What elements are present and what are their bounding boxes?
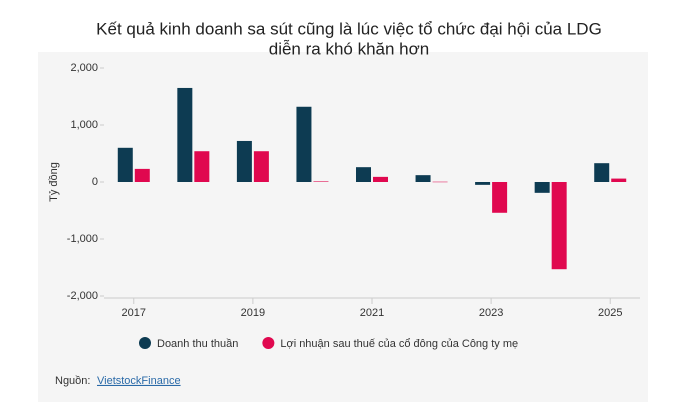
y-tick-label: 1,000 bbox=[70, 119, 98, 131]
legend-marker bbox=[139, 337, 151, 349]
bar bbox=[134, 168, 150, 182]
y-tick-label: 2,000 bbox=[70, 62, 98, 74]
chart-title: Kết quả kinh doanh sa sút cũng là lúc vi… bbox=[96, 19, 602, 38]
bar bbox=[356, 167, 371, 182]
y-axis-label: Tỷ đồng bbox=[48, 162, 60, 202]
bar bbox=[551, 182, 567, 270]
x-tick-label: 2019 bbox=[241, 307, 265, 319]
bar bbox=[415, 175, 431, 182]
bar bbox=[236, 140, 252, 182]
bar bbox=[475, 182, 491, 185]
legend-label: Doanh thu thuần bbox=[157, 338, 238, 350]
bar bbox=[313, 181, 329, 182]
bar bbox=[492, 182, 508, 213]
bar bbox=[296, 106, 312, 182]
bar bbox=[194, 151, 210, 182]
legend-label: Lợi nhuận sau thuế của cổ đông của Công … bbox=[280, 338, 518, 350]
bar bbox=[432, 181, 448, 183]
bar bbox=[177, 87, 193, 182]
source-label: Nguồn: bbox=[55, 375, 90, 387]
bar bbox=[611, 178, 627, 182]
x-tick-label: 2023 bbox=[479, 307, 503, 319]
y-tick-label: -1,000 bbox=[67, 233, 98, 245]
bar bbox=[534, 182, 550, 193]
y-tick-label: 0 bbox=[92, 176, 98, 188]
bar bbox=[253, 151, 269, 182]
bar bbox=[594, 163, 610, 182]
bar bbox=[117, 147, 133, 182]
chart-subtitle: diễn ra khó khăn hơn bbox=[269, 39, 429, 58]
source-link[interactable]: VietstockFinance bbox=[97, 375, 181, 387]
legend-marker bbox=[262, 337, 275, 349]
y-tick-label: -2,000 bbox=[67, 290, 98, 302]
x-tick-label: 2017 bbox=[122, 307, 146, 319]
x-tick-label: 2021 bbox=[360, 307, 384, 319]
bar bbox=[373, 176, 388, 182]
x-tick-label: 2025 bbox=[598, 307, 622, 319]
